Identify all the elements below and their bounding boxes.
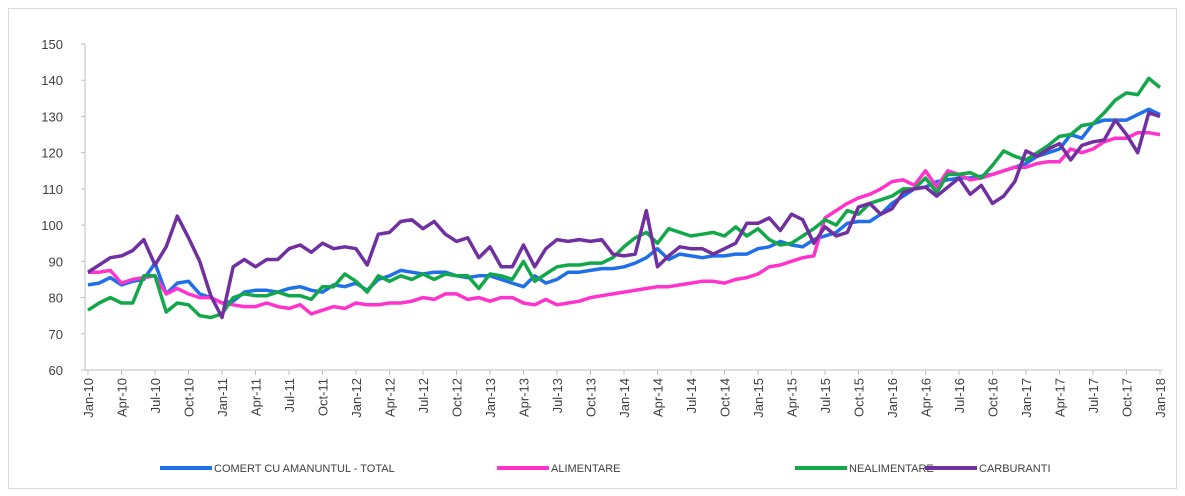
x-tick-label: Oct-14 — [718, 378, 733, 417]
x-tick-label: Jan-16 — [885, 378, 900, 418]
y-tick-label: 120 — [41, 146, 63, 161]
x-tick-label: Apr-15 — [785, 378, 800, 417]
y-tick-label: 90 — [49, 254, 63, 269]
x-tick-label: Apr-12 — [383, 378, 398, 417]
y-tick-label: 60 — [49, 363, 63, 378]
legend-label: ALIMENTARE — [551, 463, 620, 475]
x-tick-label: Jul-13 — [550, 378, 565, 413]
x-tick-label: Jan-14 — [617, 378, 632, 418]
x-tick-label: Jan-17 — [1019, 378, 1034, 418]
x-tick-label: Jan-18 — [1153, 378, 1168, 418]
y-tick-label: 140 — [41, 73, 63, 88]
x-tick-label: Jan-12 — [349, 378, 364, 418]
x-tick-label: Jul-15 — [818, 378, 833, 413]
x-tick-label: Jul-12 — [416, 378, 431, 413]
x-tick-label: Oct-16 — [986, 378, 1001, 417]
legend-label: COMERT CU AMANUNTUL - TOTAL — [214, 463, 395, 475]
y-tick-label: 100 — [41, 218, 63, 233]
x-tick-label: Apr-14 — [651, 378, 666, 417]
x-tick-label: Oct-11 — [316, 378, 331, 416]
series-line — [87, 76, 1162, 320]
x-tick-label: Apr-17 — [1053, 378, 1068, 417]
x-tick-label: Apr-16 — [919, 378, 934, 417]
x-tick-label: Jul-16 — [952, 378, 967, 413]
x-tick-label: Jan-15 — [751, 378, 766, 418]
x-tick-label: Apr-11 — [249, 378, 264, 416]
series-line — [87, 111, 1161, 320]
y-tick-label: 70 — [49, 327, 63, 342]
y-tick-label: 150 — [41, 37, 63, 52]
x-tick-label: Jul-17 — [1086, 378, 1101, 413]
y-tick-label: 110 — [42, 182, 63, 197]
legend-label: CARBURANTI — [979, 463, 1051, 475]
y-tick-label: 130 — [41, 109, 63, 124]
y-tick-label: 80 — [49, 291, 63, 306]
x-tick-label: Oct-10 — [182, 378, 197, 417]
x-tick-label: Jul-14 — [684, 378, 699, 413]
x-tick-label: Oct-13 — [584, 378, 599, 417]
x-tick-label: Apr-13 — [517, 378, 532, 417]
x-tick-label: Jul-11 — [282, 378, 297, 412]
x-tick-label: Jan-10 — [81, 378, 96, 418]
x-tick-label: Oct-12 — [450, 378, 465, 417]
chart-frame — [8, 8, 1177, 489]
legend-label: NEALIMENTARE — [849, 463, 934, 475]
x-tick-label: Jan-11 — [215, 378, 230, 417]
x-tick-label: Jul-10 — [148, 378, 163, 413]
x-tick-label: Oct-17 — [1120, 378, 1135, 417]
x-tick-label: Oct-15 — [852, 378, 867, 417]
x-tick-label: Jan-13 — [483, 378, 498, 418]
x-tick-label: Apr-10 — [115, 378, 130, 417]
